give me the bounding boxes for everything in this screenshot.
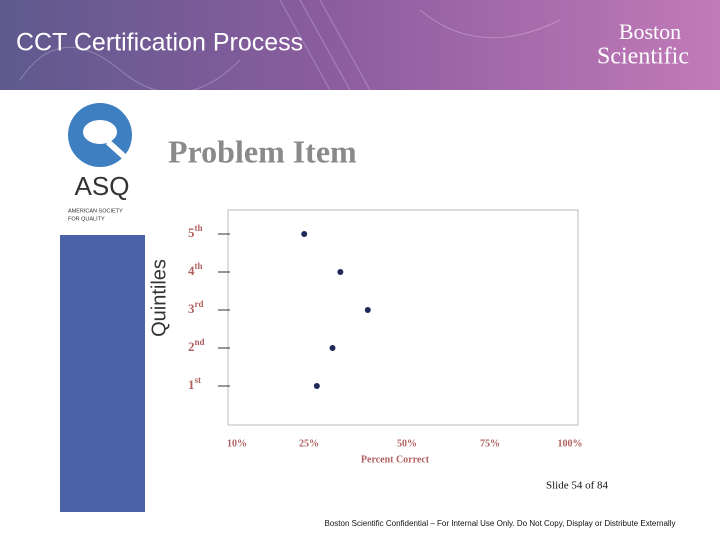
- point: [301, 231, 308, 237]
- x-tick-label: 25%: [299, 438, 319, 449]
- point: [313, 383, 320, 389]
- y-tick-label: 5th: [188, 223, 203, 240]
- asq-q: [83, 120, 117, 144]
- y-tick-label: 2nd: [188, 337, 205, 354]
- footer: Boston Scientific Confidential – For Int…: [325, 519, 676, 528]
- y-tick-label: 4th: [188, 261, 203, 278]
- x-axis-label: Percent Correct: [361, 454, 430, 465]
- header-texture: [19, 0, 561, 94]
- asq-mark: ASQ: [75, 171, 130, 201]
- x-tick-label: 10%: [227, 438, 247, 449]
- y-tick-label: 3rd: [188, 299, 204, 316]
- logo-line: Boston: [619, 19, 681, 44]
- side-bar: [60, 235, 145, 512]
- header-title: CCT Certification Process: [16, 29, 303, 57]
- point: [337, 269, 344, 275]
- logo-line: Scientific: [597, 44, 689, 70]
- x-tick-label: 100%: [558, 438, 583, 449]
- asq-q-tail: [105, 139, 131, 163]
- x-tick-label: 75%: [480, 438, 500, 449]
- point: [329, 345, 336, 351]
- plot-frame: [227, 209, 579, 426]
- slide-number: Slide 54 of 84: [546, 480, 609, 492]
- asq-name: FOR QUALITY: [68, 216, 105, 222]
- asq-name: AMERICAN SOCIETY: [68, 208, 123, 214]
- chart-title: Problem Item: [168, 133, 357, 169]
- y-axis-label: Quintiles: [148, 259, 170, 337]
- x-tick-label: 50%: [397, 438, 417, 449]
- point: [364, 307, 371, 313]
- y-tick-label: 1st: [188, 375, 201, 392]
- header-band: [0, 0, 720, 90]
